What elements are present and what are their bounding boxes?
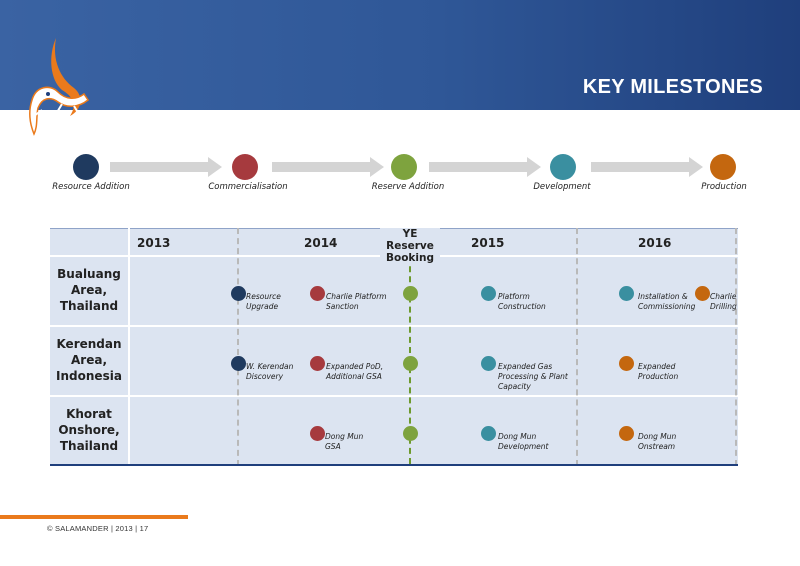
milestone-expanded-gas-processing: Expanded Gas Processing & Plant Capacity: [498, 362, 568, 391]
flow-label-resource-addition: Resource Addition: [52, 182, 130, 192]
column-divider: [128, 228, 130, 466]
milestone-dot-green: [403, 286, 418, 301]
milestone-charlie-drilling: Charlie Drilling: [710, 292, 737, 311]
footer-text: © SALAMANDER | 2013 | 17: [47, 524, 149, 533]
milestone-dot-teal: [481, 286, 496, 301]
header-banner: KEY MILESTONES: [0, 0, 800, 110]
milestone-dot-green: [403, 356, 418, 371]
milestone-dot-green: [403, 426, 418, 441]
flow-label-commercialisation: Commercialisation: [208, 182, 288, 192]
milestone-dot-navy: [231, 286, 246, 301]
milestone-resource-upgrade: Resource Upgrade: [246, 292, 281, 311]
year-divider-2016: [576, 228, 578, 466]
milestone-expanded-pod-gsa: Expanded PoD, Additional GSA: [326, 362, 384, 381]
ye-reserve-booking-label: YE Reserve Booking: [380, 228, 440, 264]
milestone-dong-mun-development: Dong Mun Development: [498, 432, 549, 451]
milestone-dot-teal: [619, 286, 634, 301]
row-label-khorat: Khorat Onshore, Thailand: [58, 407, 120, 453]
flow-arrow-2: [272, 157, 384, 177]
flow-label-production: Production: [701, 182, 747, 192]
milestone-dong-mun-onstream: Dong Mun Onstream: [638, 432, 677, 451]
milestone-dot-orange: [695, 286, 710, 301]
table-bottom-border: [50, 464, 738, 466]
milestone-dot-teal: [481, 356, 496, 371]
page-title: KEY MILESTONES: [582, 76, 763, 98]
year-2013: 2013: [137, 236, 171, 250]
milestone-expanded-production: Expanded Production: [638, 362, 679, 381]
milestone-dot-red: [310, 426, 325, 441]
development-dot: [550, 154, 576, 180]
reserve-addition-dot: [391, 154, 417, 180]
milestone-dot-red: [310, 286, 325, 301]
milestone-dot-red: [310, 356, 325, 371]
milestone-installation-commissioning: Installation & Commissioning: [638, 292, 696, 311]
resource-addition-dot: [73, 154, 99, 180]
flow-label-reserve-addition: Reserve Addition: [371, 182, 445, 192]
row-divider: [50, 325, 738, 327]
flow-label-development: Development: [533, 182, 591, 192]
milestone-platform-construction: Platform Construction: [498, 292, 546, 311]
year-2016: 2016: [638, 236, 672, 250]
milestone-charlie-platform-sanction: Charlie Platform Sanction: [326, 292, 387, 311]
flow-arrow-3: [429, 157, 541, 177]
row-label-kerendan: Kerendan Area, Indonesia: [56, 337, 122, 383]
production-dot: [710, 154, 736, 180]
footer-accent-bar: [0, 515, 188, 519]
row-label-bualuang: Bualuang Area, Thailand: [57, 267, 121, 313]
milestone-w-kerendan-discovery: W. Kerendan Discovery: [246, 362, 294, 381]
milestone-dong-mun-gsa: Dong Mun GSA: [325, 432, 364, 451]
milestone-dot-navy: [231, 356, 246, 371]
milestone-dot-orange: [619, 356, 634, 371]
milestone-dot-teal: [481, 426, 496, 441]
table-right-edge: [735, 228, 737, 466]
flow-arrow-1: [110, 157, 222, 177]
salamander-logo-icon: [29, 38, 90, 136]
ye-reserve-booking-line: [409, 246, 411, 464]
flow-arrow-4: [591, 157, 703, 177]
milestone-table: 2013 2014 2015 2016 YE Reserve Booking B…: [50, 228, 738, 466]
year-2015: 2015: [471, 236, 505, 250]
milestone-dot-orange: [619, 426, 634, 441]
row-divider: [50, 395, 738, 397]
year-2014: 2014: [304, 236, 338, 250]
year-divider-2014: [237, 228, 239, 466]
commercialisation-dot: [232, 154, 258, 180]
